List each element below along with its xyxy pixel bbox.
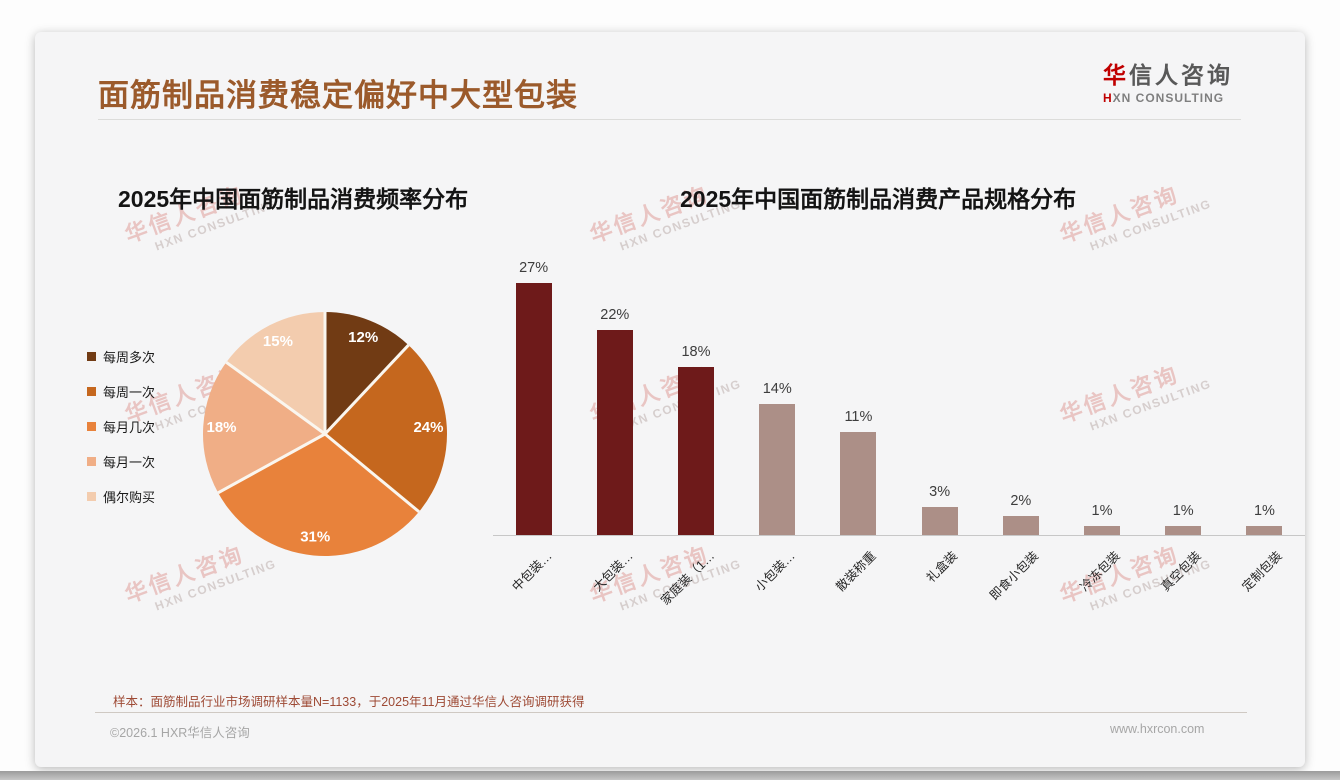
bar-rect	[596, 329, 633, 535]
bar-rect	[840, 432, 877, 535]
legend-label: 每周多次	[103, 350, 156, 365]
pie-slice-5	[226, 312, 325, 434]
bar-column: 1% 冷冻包装	[1061, 256, 1142, 594]
bar-x-label: 冷冻包装	[1077, 548, 1123, 595]
pie-slice-divider	[323, 344, 410, 436]
bar-x-label: 家庭装（1…	[657, 548, 717, 608]
page-title: 面筋制品消费稳定偏好中大型包装	[98, 78, 578, 113]
bar-column: 1% 定制包装	[1224, 256, 1305, 594]
pie-percent-label: 18%	[206, 419, 236, 436]
bar-x-label: 小包装…	[752, 548, 798, 595]
pie-legend: 每周多次每周一次每月几次每月一次偶尔购买	[87, 339, 155, 514]
bar-column: 18% 家庭装（1…	[655, 256, 736, 608]
bar-value-label: 1%	[1172, 502, 1194, 519]
pie-chart-title: 2025年中国面筋制品消费频率分布	[118, 186, 469, 212]
website-text: www.hxrcon.com	[1110, 722, 1205, 736]
pie-slice-3	[218, 434, 420, 556]
logo-english-name: HXN CONSULTING	[1103, 91, 1225, 105]
bar-rect	[678, 367, 714, 535]
bar-value-label: 22%	[600, 306, 630, 323]
bar-value-label: 27%	[519, 260, 549, 276]
bar-chart-title: 2025年中国面筋制品消费产品规格分布	[680, 186, 1077, 212]
bar-value-label: 3%	[929, 484, 951, 500]
bar-x-label: 真空包装	[1158, 548, 1204, 595]
pie-slice-divider	[324, 432, 420, 513]
bar-value-label: 11%	[844, 409, 873, 426]
legend-swatch	[87, 352, 96, 361]
bar-column: 22% 大包装…	[574, 256, 655, 594]
page-bottom-strip	[0, 771, 1340, 780]
legend-item: 每月几次	[87, 409, 155, 444]
pie-percent-label: 12%	[348, 329, 378, 346]
bar-rect	[515, 283, 552, 535]
bar-column: 11% 散装称重	[818, 256, 899, 594]
bar-column: 27% 中包装…	[493, 256, 574, 594]
bar-column: 2% 即食小包装	[980, 256, 1061, 603]
sample-footnote: 样本：面筋制品行业市场调研样本量N=1133，于2025年11月通过华信人咨询调…	[113, 695, 585, 709]
logo-chinese-name: 华信人咨询	[1103, 62, 1233, 88]
pie-slice-divider	[225, 361, 326, 436]
legend-swatch	[87, 457, 96, 466]
report-slide: 华信人咨询 HXN CONSULTING 华信人咨询 HXN CONSULTING 华信…	[35, 32, 1305, 767]
legend-swatch	[87, 492, 96, 501]
pie-chart: 12% 24% 31% 18% 15%	[203, 312, 447, 556]
bar-rect	[1165, 525, 1202, 535]
bar-column: 1% 真空包装	[1143, 256, 1224, 594]
company-logo: 华信人咨询 HXN CONSULTING	[1103, 56, 1233, 105]
header-divider	[98, 119, 1241, 120]
bar-x-label: 散装称重	[833, 548, 880, 595]
pie-slice-divider	[217, 432, 326, 495]
legend-label: 每月几次	[103, 420, 156, 435]
pie-slice-4	[203, 362, 325, 493]
bar-x-label: 定制包装	[1239, 548, 1286, 595]
pie-slice-1	[325, 312, 409, 434]
legend-label: 每周一次	[103, 385, 156, 400]
pie-slice-2	[325, 345, 447, 512]
bar-rect	[921, 507, 958, 535]
bar-value-label: 18%	[681, 344, 711, 360]
legend-swatch	[87, 387, 96, 396]
bar-column: 14% 小包装…	[737, 256, 818, 594]
bar-x-label: 大包装…	[590, 548, 636, 595]
legend-item: 每月一次	[87, 444, 155, 479]
pie-percent-label: 31%	[300, 529, 330, 546]
legend-item: 每周一次	[87, 374, 155, 409]
bar-rect	[1084, 525, 1121, 535]
bar-column: 3% 礼盒装	[899, 256, 980, 585]
bar-x-label: 中包装…	[509, 548, 555, 595]
bar-x-label: 即食小包装	[987, 548, 1042, 603]
bar-rect	[759, 404, 796, 535]
legend-item: 每周多次	[87, 339, 155, 374]
legend-label: 偶尔购买	[103, 490, 156, 505]
legend-swatch	[87, 422, 96, 431]
bar-rect	[1246, 525, 1283, 535]
copyright-text: ©2026.1 HXR华信人咨询	[110, 726, 250, 740]
pie-percent-label: 24%	[413, 419, 443, 436]
legend-label: 每月一次	[103, 455, 156, 470]
bar-value-label: 14%	[762, 381, 792, 398]
bar-value-label: 2%	[1010, 493, 1032, 510]
bar-value-label: 1%	[1253, 502, 1275, 519]
footer-divider	[95, 712, 1247, 713]
bar-x-label: 礼盒装	[923, 548, 961, 586]
bar-rect	[1002, 516, 1039, 535]
legend-item: 偶尔购买	[87, 479, 155, 514]
bar-chart: 27% 中包装… 22% 大包装… 18% 家庭装（1… 14% 小包装… 11% 散装称重 3% 礼…	[493, 256, 1305, 608]
pie-percent-label: 15%	[263, 333, 293, 350]
bar-value-label: 1%	[1091, 502, 1113, 519]
